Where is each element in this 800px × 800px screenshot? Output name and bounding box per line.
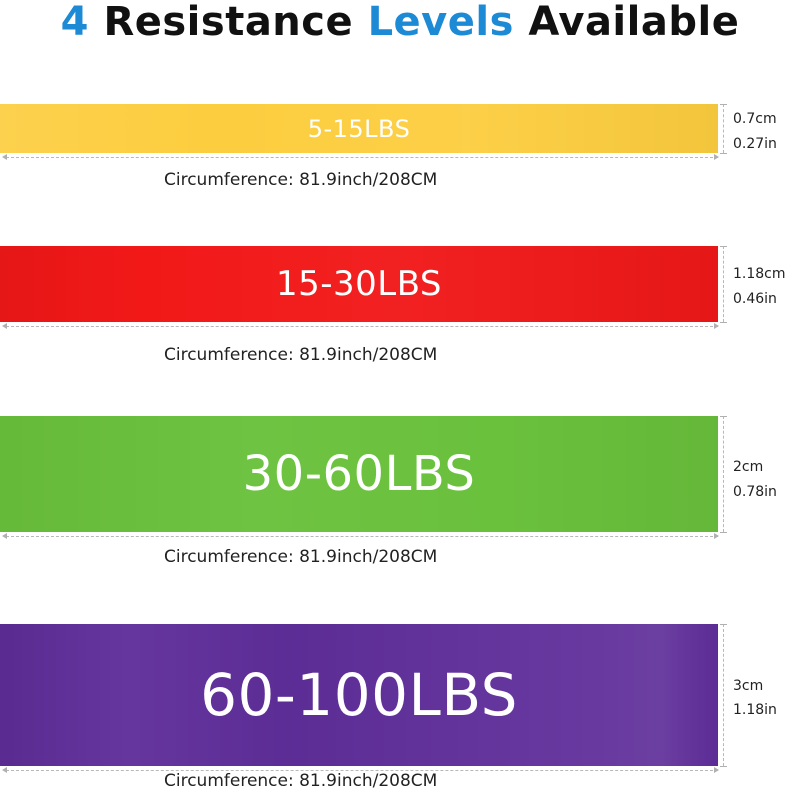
band-purple-width-in: 1.18in [733, 702, 777, 718]
band-red-width-tick-top [720, 246, 727, 247]
band-purple-resistance-label: 60-100LBS [200, 661, 518, 729]
band-red-length-guide [6, 326, 718, 327]
band-purple-left-arrow [2, 767, 7, 773]
band-red-width-tick-bottom [720, 322, 727, 323]
band-yellow-width-guide [723, 104, 724, 153]
band-yellow-width-cm: 0.7cm [733, 111, 777, 127]
band-green-width-guide [723, 416, 724, 532]
band-purple-length-guide [6, 770, 718, 771]
band-yellow-left-arrow [2, 154, 7, 160]
band-yellow-width-in: 0.27in [733, 136, 777, 152]
band-green-width-in: 0.78in [733, 484, 777, 500]
band-purple: 60-100LBS [0, 624, 718, 766]
band-yellow-right-arrow [714, 154, 719, 160]
band-purple-circumference: Circumference: 81.9inch/208CM [164, 771, 438, 791]
band-red-circumference: Circumference: 81.9inch/208CM [164, 345, 438, 365]
band-green-length-guide [6, 536, 718, 537]
band-green-resistance-label: 30-60LBS [242, 446, 476, 502]
band-green-width-cm: 2cm [733, 459, 764, 475]
band-purple-width-cm: 3cm [733, 678, 764, 694]
band-yellow: 5-15LBS [0, 104, 718, 153]
title-word-resistance: Resistance [103, 0, 368, 45]
band-purple-width-tick-bottom [720, 766, 727, 767]
band-green: 30-60LBS [0, 416, 718, 532]
band-red-width-in: 0.46in [733, 291, 777, 307]
title-number: 4 [60, 0, 104, 45]
band-red-resistance-label: 15-30LBS [275, 264, 443, 304]
page-title: 4 Resistance Levels Available [0, 0, 800, 48]
band-red-width-guide [723, 246, 724, 322]
band-yellow-width-tick-top [720, 104, 727, 105]
band-yellow-circumference: Circumference: 81.9inch/208CM [164, 170, 438, 190]
band-green-circumference: Circumference: 81.9inch/208CM [164, 547, 438, 567]
band-green-right-arrow [714, 533, 719, 539]
band-purple-right-arrow [714, 767, 719, 773]
band-red-width-cm: 1.18cm [733, 266, 786, 282]
band-yellow-width-tick-bottom [720, 153, 727, 154]
band-green-width-tick-top [720, 416, 727, 417]
band-purple-width-tick-top [720, 624, 727, 625]
band-green-left-arrow [2, 533, 7, 539]
title-word-available: Available [513, 0, 740, 45]
title-word-levels: Levels [367, 0, 514, 45]
band-yellow-resistance-label: 5-15LBS [307, 114, 411, 143]
band-red-left-arrow [2, 323, 7, 329]
band-purple-width-guide [723, 624, 724, 766]
band-yellow-length-guide [6, 157, 718, 158]
band-green-width-tick-bottom [720, 532, 727, 533]
band-red-right-arrow [714, 323, 719, 329]
band-red: 15-30LBS [0, 246, 718, 322]
